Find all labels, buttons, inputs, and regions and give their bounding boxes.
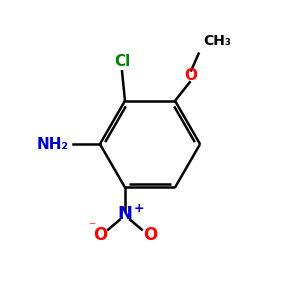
Text: O: O [93, 226, 107, 244]
Text: Cl: Cl [114, 54, 130, 69]
Text: CH₃: CH₃ [204, 34, 232, 48]
Text: O: O [143, 226, 157, 244]
Text: N: N [118, 205, 133, 223]
Text: O: O [185, 68, 198, 83]
Text: NH₂: NH₂ [37, 136, 69, 152]
Text: ⁻: ⁻ [88, 220, 95, 234]
Text: +: + [133, 202, 144, 215]
